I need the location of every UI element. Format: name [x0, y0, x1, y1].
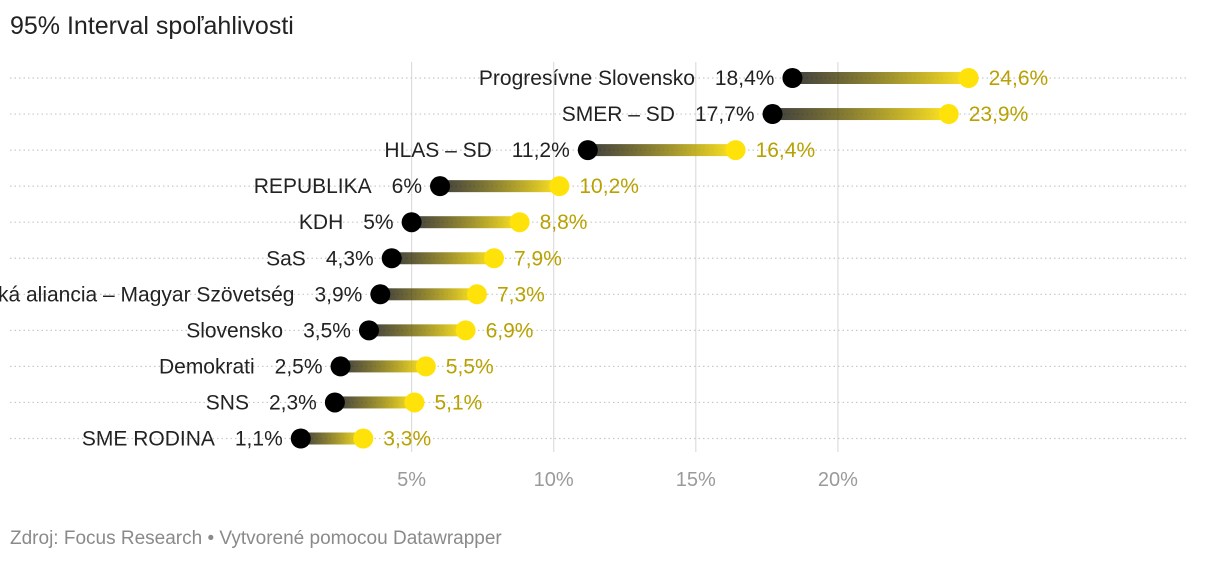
range-row: 5% KDH 8,8%	[299, 211, 588, 234]
low-value-label: 6%	[392, 175, 422, 198]
low-dot	[330, 356, 351, 377]
x-tick-label: 20%	[818, 469, 858, 491]
range-row: 3,5% Slovensko 6,9%	[186, 319, 533, 342]
range-row: 6% REPUBLIKA 10,2%	[254, 175, 639, 198]
low-value-label: 4,3%	[326, 247, 374, 270]
party-name-label: Maďarská aliancia – Magyar Szövetség	[0, 283, 294, 306]
high-dot	[415, 356, 436, 377]
footer-credit[interactable]: Vytvorené pomocou Datawrapper	[219, 528, 502, 549]
party-name-label: Slovensko	[186, 319, 283, 342]
low-value-label: 5%	[363, 211, 393, 234]
high-value-label: 23,9%	[969, 103, 1029, 126]
high-value-label: 5,1%	[434, 391, 482, 414]
low-dot	[290, 428, 311, 449]
range-bar	[411, 216, 520, 229]
range-row: 2,3% SNS 5,1%	[206, 391, 483, 414]
low-dot	[430, 176, 451, 197]
party-name-label: Demokrati	[159, 355, 255, 378]
party-name-label: KDH	[299, 211, 343, 234]
range-bar	[340, 360, 426, 373]
vertical-gridlines	[411, 62, 839, 452]
low-value-label: 2,5%	[275, 355, 323, 378]
low-dot	[401, 212, 422, 233]
low-dot	[782, 68, 803, 88]
range-bar	[792, 72, 969, 84]
high-value-label: 16,4%	[756, 139, 816, 162]
high-dot	[725, 140, 746, 161]
high-dot	[549, 176, 570, 197]
high-value-label: 7,9%	[514, 247, 562, 270]
low-value-label: 2,3%	[269, 391, 317, 414]
high-value-label: 8,8%	[540, 211, 588, 234]
high-dot	[455, 320, 476, 341]
range-row: 4,3% SaS 7,9%	[266, 247, 562, 270]
range-rows: 18,4% Progresívne Slovensko 24,6% 17,7% SMER…	[0, 67, 1048, 451]
footer-separator: •	[202, 528, 220, 549]
high-value-label: 3,3%	[383, 428, 431, 451]
range-bar	[380, 288, 477, 301]
party-name-label: SMER – SD	[562, 103, 675, 126]
low-value-label: 11,2%	[512, 139, 570, 162]
range-bar	[391, 252, 495, 265]
range-bar	[440, 180, 560, 193]
low-value-label: 1,1%	[235, 428, 283, 451]
high-dot	[938, 104, 959, 125]
party-name-label: HLAS – SD	[384, 139, 491, 162]
low-dot	[577, 140, 598, 161]
high-value-label: 24,6%	[989, 67, 1049, 90]
x-axis-ticks: 5% 10% 15% 20%	[397, 469, 858, 491]
high-value-label: 7,3%	[497, 283, 545, 306]
range-row: 17,7% SMER – SD 23,9%	[562, 103, 1029, 126]
range-row: 18,4% Progresívne Slovensko 24,6%	[479, 67, 1048, 90]
high-dot	[466, 284, 487, 305]
chart-plot: 5% 10% 15% 20% 18,4% Progresívne Slovensko 24…	[0, 62, 1187, 491]
high-value-label: 6,9%	[486, 319, 534, 342]
low-value-label: 3,9%	[314, 283, 362, 306]
party-name-label: Progresívne Slovensko	[479, 67, 695, 90]
low-dot	[324, 392, 345, 413]
high-value-label: 10,2%	[579, 175, 639, 198]
high-dot	[958, 68, 979, 88]
low-value-label: 17,7%	[695, 103, 755, 126]
chart-footer: Zdroj: Focus Research • Vytvorené pomoco…	[10, 528, 502, 550]
party-name-label: REPUBLIKA	[254, 175, 372, 198]
chart-title: 95% Interval spoľahlivosti	[10, 12, 294, 40]
footer-source: Zdroj: Focus Research	[10, 528, 203, 549]
range-bar	[300, 432, 364, 445]
high-dot	[353, 428, 374, 449]
x-tick-label: 5%	[397, 469, 426, 491]
high-dot	[484, 248, 505, 269]
range-bar	[587, 144, 736, 157]
high-value-label: 5,5%	[446, 355, 494, 378]
range-row: 2,5% Demokrati 5,5%	[159, 355, 494, 378]
x-tick-label: 15%	[676, 469, 716, 491]
x-tick-label: 10%	[534, 469, 574, 491]
row-baselines	[10, 77, 1187, 440]
low-value-label: 3,5%	[303, 319, 351, 342]
high-dot	[509, 212, 530, 233]
range-bar	[334, 396, 415, 409]
low-dot	[762, 104, 783, 125]
low-dot	[358, 320, 379, 341]
range-row: 3,9% Maďarská aliancia – Magyar Szövetség…	[0, 283, 545, 306]
range-bar	[772, 108, 949, 121]
range-row: 1,1% SME RODINA 3,3%	[82, 428, 431, 451]
range-row: 11,2% HLAS – SD 16,4%	[384, 139, 815, 162]
party-name-label: SME RODINA	[82, 428, 215, 451]
low-dot	[381, 248, 402, 269]
low-dot	[370, 284, 391, 305]
high-dot	[404, 392, 425, 413]
low-value-label: 18,4%	[715, 67, 775, 90]
party-name-label: SaS	[266, 247, 306, 270]
range-bar	[368, 324, 466, 337]
party-name-label: SNS	[206, 391, 249, 414]
